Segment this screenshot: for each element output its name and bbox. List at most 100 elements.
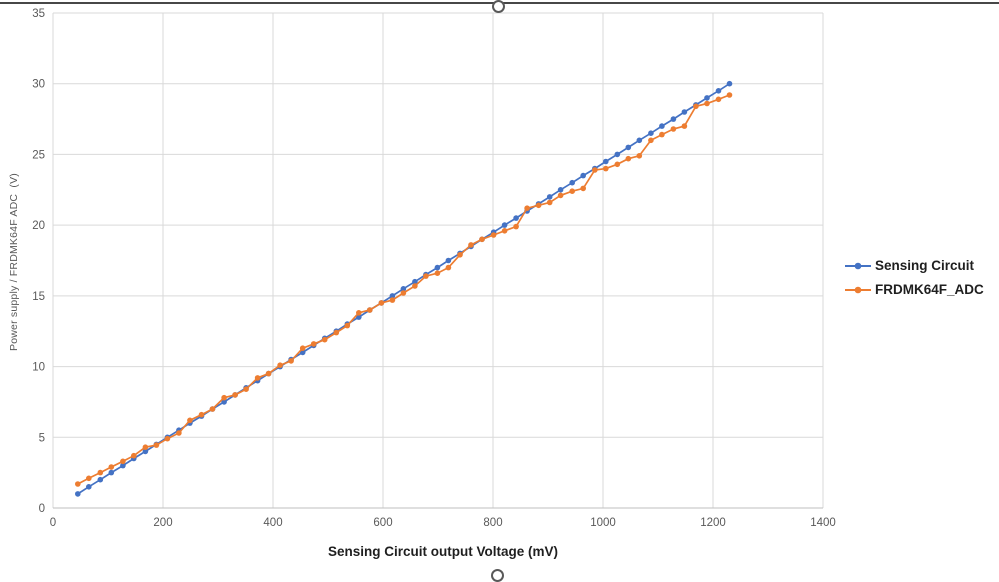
data-point[interactable] <box>299 349 306 356</box>
y-tick-label: 5 <box>39 432 45 444</box>
data-point[interactable] <box>108 464 115 470</box>
data-point[interactable] <box>243 386 249 393</box>
x-tick-label: 200 <box>153 517 172 529</box>
data-point[interactable] <box>580 172 586 179</box>
data-point[interactable] <box>97 469 104 476</box>
data-point[interactable] <box>176 430 182 436</box>
data-point[interactable] <box>221 399 227 405</box>
x-axis-title[interactable]: Sensing Circuit output Voltage (mV) <box>327 544 559 559</box>
data-point[interactable] <box>400 286 407 292</box>
data-point[interactable] <box>86 484 92 490</box>
data-point[interactable] <box>715 96 722 103</box>
data-point[interactable] <box>648 137 654 144</box>
data-point[interactable] <box>625 144 632 151</box>
data-point[interactable] <box>681 123 688 129</box>
data-point[interactable] <box>659 123 665 129</box>
data-point[interactable] <box>344 322 351 329</box>
y-tick-label: 30 <box>32 79 45 91</box>
data-point[interactable] <box>546 194 553 200</box>
data-point[interactable] <box>142 444 149 451</box>
data-point[interactable] <box>557 192 564 199</box>
data-point[interactable] <box>704 95 710 101</box>
data-point[interactable] <box>636 153 643 159</box>
legend-item[interactable]: FRDMK64F_ADC <box>845 282 984 297</box>
data-point[interactable] <box>625 155 632 162</box>
data-point[interactable] <box>356 310 362 316</box>
data-point[interactable] <box>614 151 621 158</box>
data-point[interactable] <box>614 161 621 168</box>
data-point[interactable] <box>198 411 205 418</box>
data-point[interactable] <box>580 185 586 192</box>
data-point[interactable] <box>726 92 733 98</box>
resize-handle-bottom-icon[interactable] <box>491 569 504 582</box>
data-point[interactable] <box>434 264 441 271</box>
data-point[interactable] <box>120 462 126 469</box>
data-point[interactable] <box>659 131 665 138</box>
data-point[interactable] <box>232 392 238 398</box>
data-point[interactable] <box>557 187 564 193</box>
resize-handle-top-icon[interactable] <box>492 0 505 13</box>
data-point[interactable] <box>569 179 575 186</box>
data-point[interactable] <box>445 264 452 271</box>
data-point[interactable] <box>592 167 598 173</box>
data-point[interactable] <box>209 406 216 412</box>
data-point[interactable] <box>704 100 710 107</box>
data-point[interactable] <box>400 290 407 296</box>
data-point[interactable] <box>670 126 677 132</box>
data-point[interactable] <box>164 435 171 442</box>
data-point[interactable] <box>457 252 463 258</box>
data-point[interactable] <box>299 345 306 352</box>
data-point[interactable] <box>603 158 609 165</box>
data-point[interactable] <box>187 417 193 424</box>
data-point[interactable] <box>356 314 362 320</box>
data-point[interactable] <box>670 116 677 122</box>
data-point[interactable] <box>108 469 115 476</box>
data-point[interactable] <box>254 375 261 381</box>
data-point[interactable] <box>603 165 609 172</box>
data-point[interactable] <box>715 88 722 94</box>
data-point[interactable] <box>97 476 104 483</box>
data-point[interactable] <box>321 336 328 343</box>
data-point[interactable] <box>648 130 654 136</box>
data-point[interactable] <box>569 188 575 194</box>
data-point[interactable] <box>501 228 508 234</box>
data-point[interactable] <box>75 491 81 497</box>
data-point[interactable] <box>412 278 418 285</box>
data-point[interactable] <box>277 362 283 369</box>
data-point[interactable] <box>501 222 508 228</box>
data-point[interactable] <box>288 358 294 364</box>
data-point[interactable] <box>142 448 149 455</box>
data-point[interactable] <box>468 242 474 248</box>
y-axis-title[interactable]: Power supply / FRDMK64F ADC (V) <box>8 173 20 351</box>
data-point[interactable] <box>389 297 396 303</box>
data-point[interactable] <box>120 458 126 465</box>
data-point[interactable] <box>265 370 272 377</box>
data-point[interactable] <box>513 223 519 230</box>
data-point[interactable] <box>221 394 227 401</box>
data-point[interactable] <box>726 80 733 87</box>
data-point[interactable] <box>524 205 530 211</box>
data-point[interactable] <box>367 307 373 313</box>
data-point[interactable] <box>389 293 396 299</box>
data-point[interactable] <box>479 236 485 243</box>
data-point[interactable] <box>546 199 553 206</box>
data-point[interactable] <box>445 257 452 264</box>
legend-item[interactable]: Sensing Circuit <box>845 258 984 273</box>
data-point[interactable] <box>310 341 317 347</box>
data-point[interactable] <box>434 270 441 277</box>
data-point[interactable] <box>333 329 340 336</box>
data-point[interactable] <box>535 202 542 209</box>
data-point[interactable] <box>86 475 92 482</box>
data-point[interactable] <box>513 215 519 221</box>
data-point[interactable] <box>693 103 699 110</box>
data-point[interactable] <box>636 137 643 144</box>
data-point[interactable] <box>490 232 497 238</box>
data-point[interactable] <box>378 300 385 306</box>
data-point[interactable] <box>681 109 688 115</box>
data-point[interactable] <box>131 452 137 459</box>
data-point[interactable] <box>75 481 81 487</box>
data-point[interactable] <box>153 442 160 448</box>
data-point[interactable] <box>412 283 418 289</box>
data-point[interactable] <box>423 273 429 279</box>
